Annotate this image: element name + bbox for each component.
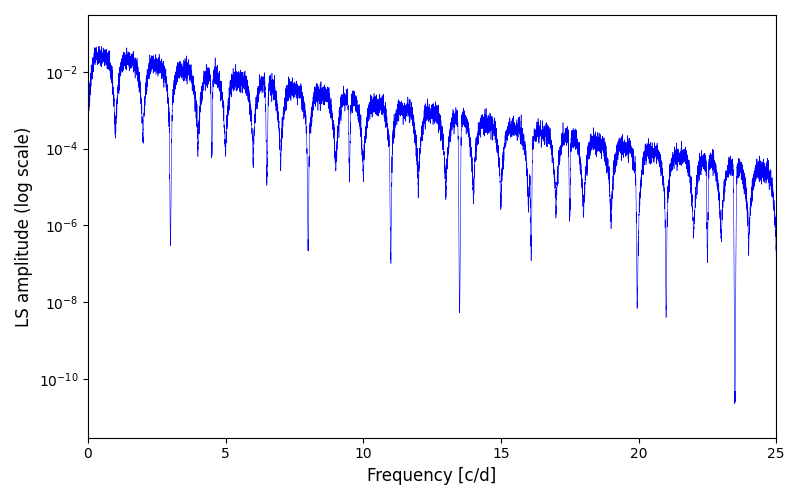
X-axis label: Frequency [c/d]: Frequency [c/d] bbox=[367, 467, 497, 485]
Y-axis label: LS amplitude (log scale): LS amplitude (log scale) bbox=[15, 126, 33, 326]
